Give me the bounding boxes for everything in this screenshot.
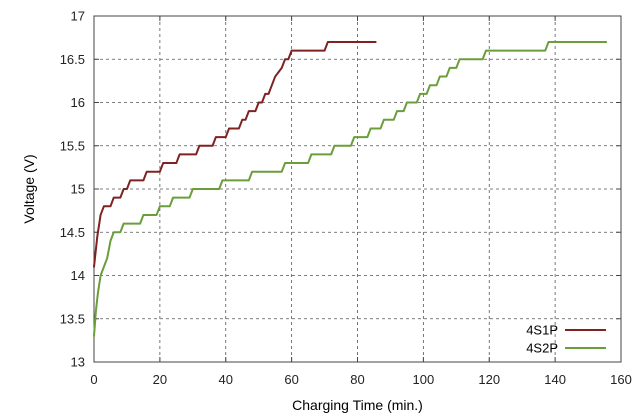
x-tick-label: 0 [90, 372, 97, 387]
x-tick-label: 120 [478, 372, 500, 387]
series-line-4s1p [93, 40, 377, 268]
y-tick-label: 14.5 [60, 225, 85, 240]
x-tick-label: 40 [219, 372, 233, 387]
y-tick-label: 13 [71, 355, 85, 370]
legend-label: 4S1P [526, 323, 558, 338]
x-axis-title: Charging Time (min.) [292, 397, 423, 413]
y-tick-label: 17 [71, 9, 85, 24]
y-tick-label: 13.5 [60, 311, 85, 326]
x-tick-label: 160 [610, 372, 632, 387]
y-axis-title: Voltage (V) [21, 154, 37, 223]
series-line-4s2p [93, 40, 608, 338]
legend: 4S1P 4S2P [526, 323, 606, 356]
axis-ticks: 0 20 40 60 80 100 120 140 160 13 13.5 14 14.5 15 15.5 1… [60, 9, 632, 388]
x-tick-label: 60 [284, 372, 298, 387]
grid [94, 16, 621, 362]
x-tick-label: 140 [544, 372, 566, 387]
series-lines [93, 40, 608, 338]
legend-label: 4S2P [526, 341, 558, 356]
x-tick-label: 100 [413, 372, 435, 387]
y-tick-label: 16 [71, 95, 85, 110]
y-tick-label: 16.5 [60, 52, 85, 67]
x-tick-label: 80 [350, 372, 364, 387]
y-tick-label: 14 [71, 268, 85, 283]
y-tick-label: 15.5 [60, 138, 85, 153]
x-tick-label: 20 [153, 372, 167, 387]
y-tick-label: 15 [71, 182, 85, 197]
